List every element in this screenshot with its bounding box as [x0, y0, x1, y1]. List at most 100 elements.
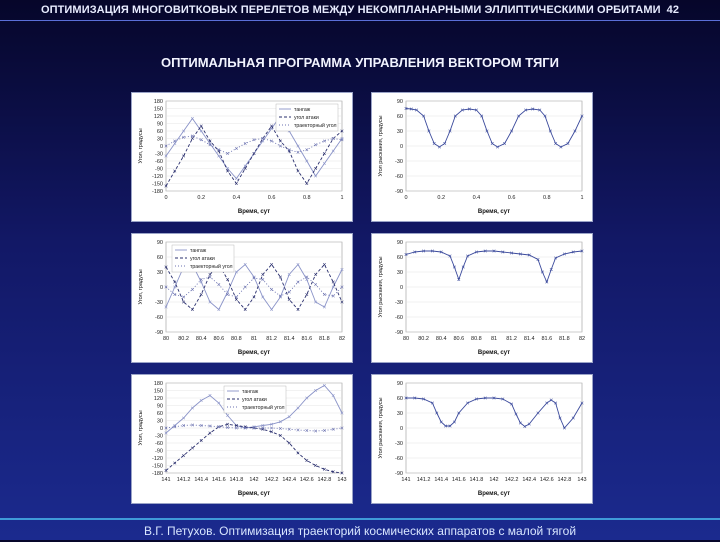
y-tick-label: -30	[395, 300, 403, 306]
x-tick-label: 81.6	[541, 336, 552, 342]
data-point	[322, 467, 326, 471]
data-point	[340, 267, 344, 272]
y-tick-label: 30	[397, 270, 403, 276]
x-tick-label: 81.4	[284, 336, 295, 342]
legend-box	[275, 103, 339, 132]
chart-pitch-0-1: 180 150 120 90 60 30 0 -30 -60 -90 -120 -150 -180 0 0.…	[131, 92, 353, 222]
data-point	[199, 292, 203, 297]
x-tick-label: 80.6	[213, 336, 224, 342]
x-tick-label: 141.6	[452, 477, 466, 483]
data-point	[234, 426, 238, 430]
data-point	[296, 451, 300, 455]
data-point	[261, 136, 265, 141]
data-point	[243, 262, 247, 267]
data-point	[322, 151, 326, 156]
data-point	[437, 145, 441, 149]
x-tick-label: 143	[577, 477, 586, 483]
data-point	[226, 425, 230, 430]
data-point	[234, 423, 238, 428]
x-tick-label: 81.2	[506, 336, 517, 342]
y-tick-label: 120	[154, 396, 163, 402]
data-point	[243, 166, 247, 171]
data-point	[305, 277, 309, 282]
x-axis-label: Время, сут	[478, 209, 510, 215]
data-point	[483, 396, 487, 400]
y-tick-label: 0	[160, 144, 163, 150]
x-tick-label: 142.8	[558, 477, 572, 483]
y-tick-label: -60	[155, 315, 163, 321]
legend-label: тангаж	[294, 107, 311, 113]
data-point	[510, 251, 514, 255]
data-point	[234, 295, 238, 299]
data-point	[270, 307, 274, 312]
y-axis-label: Угол рыскания, градусы	[378, 115, 384, 176]
data-point	[545, 401, 549, 405]
x-tick-label: 80.2	[418, 336, 429, 342]
y-tick-label: -30	[155, 300, 163, 306]
legend-label: угол атаки	[242, 397, 267, 403]
chart-pitch-80-82: 90 60 30 0 -30 -60 -90 80 80.2 80.4 80.6 80.8 81 81.2…	[131, 233, 353, 363]
data-point	[190, 134, 194, 138]
data-point	[270, 139, 274, 143]
y-axis-label: Угол рыскания, градусы	[378, 256, 384, 317]
data-point	[261, 295, 265, 299]
data-point	[430, 401, 434, 405]
data-point	[492, 249, 496, 253]
x-tick-label: 80	[403, 336, 409, 342]
y-tick-label: -180	[152, 471, 163, 477]
y-tick-label: -150	[152, 182, 163, 188]
data-point	[164, 184, 168, 188]
data-point	[182, 154, 186, 158]
x-tick-label: 0	[404, 195, 407, 201]
x-axis-label: Время, сут	[478, 350, 510, 356]
data-point	[580, 114, 584, 118]
y-tick-label: 60	[397, 396, 403, 402]
data-point	[296, 307, 300, 312]
x-tick-label: 1	[580, 195, 583, 201]
data-point	[331, 149, 335, 153]
x-tick-label: 142.2	[265, 477, 279, 483]
series-line	[406, 397, 583, 429]
y-tick-label: 90	[157, 122, 163, 128]
x-tick-label: 141.8	[470, 477, 484, 483]
y-tick-label: 150	[154, 389, 163, 395]
data-point	[182, 453, 186, 458]
y-tick-label: -30	[155, 434, 163, 440]
x-tick-label: 81.4	[524, 336, 535, 342]
data-point	[296, 144, 300, 148]
data-point	[415, 108, 419, 112]
y-tick-label: -120	[152, 174, 163, 180]
data-point	[483, 249, 487, 253]
data-point	[314, 272, 318, 277]
data-point	[252, 426, 256, 430]
data-point	[270, 426, 274, 430]
data-point	[252, 276, 256, 280]
data-point	[562, 426, 566, 430]
data-point	[296, 428, 300, 432]
y-tick-label: -60	[395, 315, 403, 321]
data-point	[448, 254, 452, 258]
data-point	[580, 401, 584, 405]
data-point	[340, 300, 344, 304]
data-point	[340, 285, 344, 289]
data-point	[404, 252, 408, 257]
data-point	[199, 138, 203, 142]
legend-label: тангаж	[190, 248, 207, 254]
data-point	[461, 265, 465, 269]
data-point	[314, 300, 318, 304]
y-tick-label: -120	[152, 456, 163, 462]
data-point	[252, 275, 256, 279]
data-point	[173, 139, 177, 143]
data-point	[270, 287, 274, 292]
x-tick-label: 0.6	[508, 195, 516, 201]
data-point	[199, 280, 203, 284]
data-point	[554, 401, 558, 405]
data-point	[527, 422, 531, 426]
x-tick-label: 82	[579, 336, 585, 342]
data-point	[208, 300, 212, 304]
x-tick-label: 82	[339, 336, 345, 342]
data-point	[199, 398, 203, 403]
x-tick-label: 81.2	[266, 336, 277, 342]
